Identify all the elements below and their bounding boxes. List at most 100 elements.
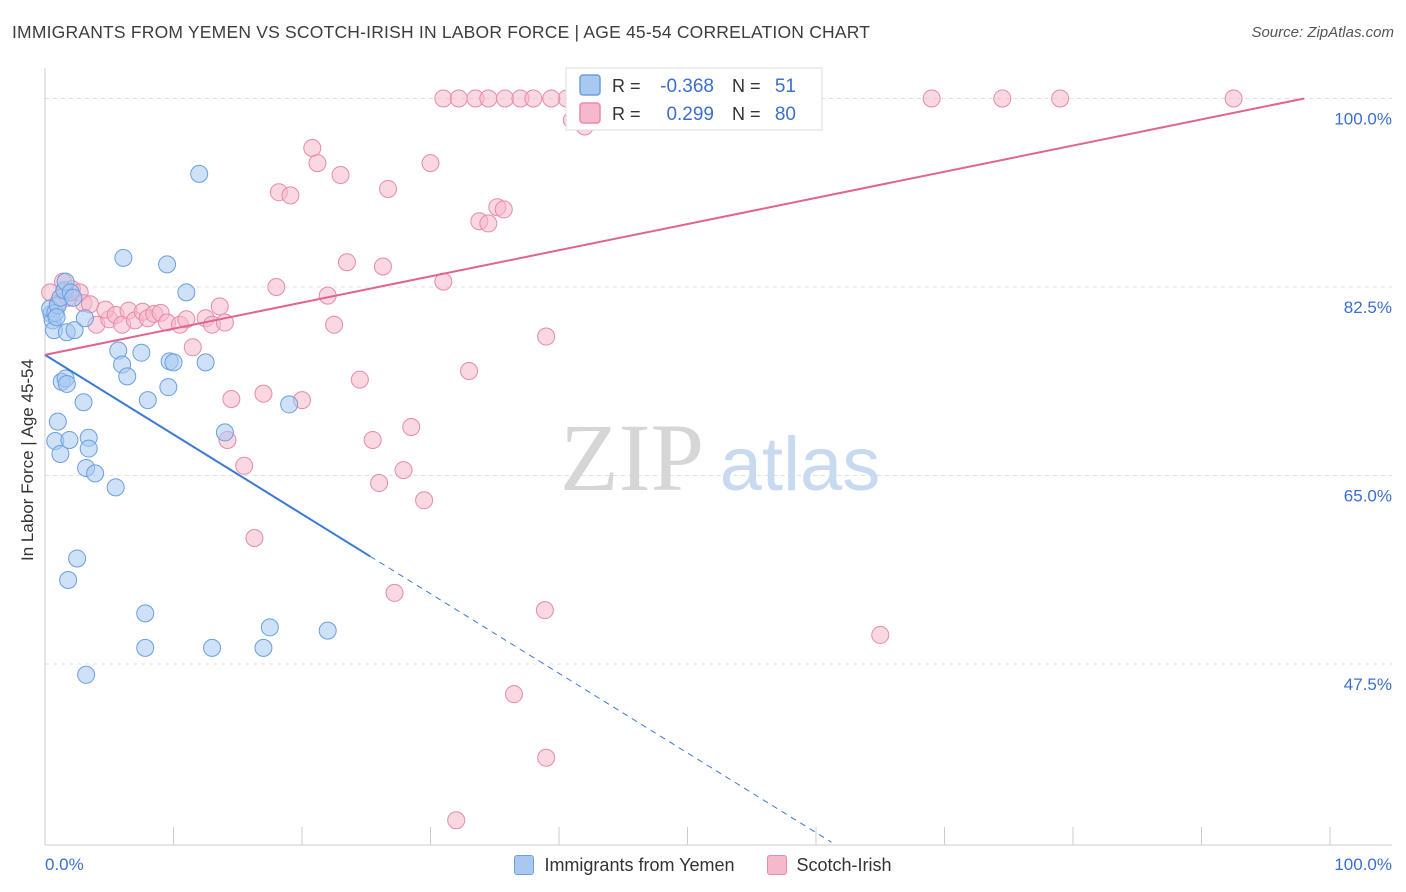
trend-lines [44,97,1305,843]
point-yemen [57,374,76,393]
legend-n-label-2: N = [732,104,761,124]
y-tick-label: 65.0% [1344,487,1392,506]
point-scotch-irish [415,491,434,510]
point-scotch-irish [379,179,398,198]
point-yemen [136,638,155,657]
trend-line-yemen-extension [369,555,832,843]
x-tick-label-max: 100.0% [1334,855,1392,874]
legend-r-label-2: R = [612,104,641,124]
point-scotch-irish [460,362,479,381]
point-scotch-irish [871,625,890,644]
point-scotch-irish [993,89,1012,108]
trend-line-yemen [44,354,371,558]
legend-n-label-1: N = [732,76,761,96]
point-scotch-irish [337,253,356,272]
point-yemen [114,248,133,267]
axes: 100.0% 82.5% 65.0% 47.5% 0.0% 100.0% [44,68,1392,874]
point-yemen [47,308,66,327]
point-yemen [48,412,67,431]
points [41,89,1243,830]
point-yemen [190,164,209,183]
point-yemen [68,549,87,568]
point-scotch-irish [177,310,196,329]
point-scotch-irish [542,89,561,108]
source-label: Source: ZipAtlas.com [1251,24,1394,41]
point-scotch-irish [505,685,524,704]
point-scotch-irish [447,811,466,830]
legend-swatch-scotch-irish [766,855,787,875]
point-scotch-irish [479,89,498,108]
point-yemen [59,570,78,589]
legend-item-yemen: Immigrants from Yemen [514,855,735,876]
legend-n-value-2: 80 [775,104,796,125]
point-yemen [64,288,83,307]
legend-box [565,67,823,131]
point-yemen [215,423,234,442]
legend-bottom: Immigrants from Yemen Scotch-Irish [0,850,1406,880]
point-yemen [118,367,137,386]
point-scotch-irish [303,139,322,158]
legend-swatch-pink [579,102,601,124]
point-scotch-irish [1051,89,1070,108]
point-yemen [65,321,84,340]
point-scotch-irish [496,89,515,108]
point-scotch-irish [434,89,453,108]
point-scotch-irish [245,528,264,547]
legend-swatch-yemen [514,855,535,875]
legend-r-value-1: -0.368 [660,76,714,97]
point-yemen [203,638,222,657]
point-scotch-irish [385,583,404,602]
legend-r-value-2: 0.299 [666,104,714,125]
legend-label-scotch-irish: Scotch-Irish [796,854,892,875]
watermark-atlas: atlas [720,422,881,507]
legend-item-scotch-irish: Scotch-Irish [766,854,892,876]
legend-r-label-1: R = [612,76,641,96]
point-scotch-irish [281,186,300,205]
point-scotch-irish [373,257,392,276]
y-tick-label: 47.5% [1344,675,1392,694]
point-yemen [158,255,177,274]
point-yemen [106,478,125,497]
point-yemen [77,665,96,684]
chart-title: IMMIGRANTS FROM YEMEN VS SCOTCH-IRISH IN… [12,22,871,42]
point-yemen [177,283,196,302]
point-scotch-irish [421,154,440,173]
legend-top: R = -0.368 N = 51 R = 0.299 N = 80 [565,67,823,131]
point-scotch-irish [267,277,286,296]
point-scotch-irish [494,200,513,219]
point-scotch-irish [402,418,421,437]
point-yemen [280,395,299,414]
point-scotch-irish [537,327,556,346]
point-scotch-irish [922,89,941,108]
point-yemen [318,621,337,640]
watermark-zip: ZIP [560,404,704,511]
point-scotch-irish [449,89,468,108]
point-scotch-irish [363,430,382,449]
point-yemen [132,343,151,362]
trend-line-scotch-irish [44,97,1305,356]
y-tick-label: 100.0% [1334,109,1392,128]
point-yemen [138,391,157,410]
point-yemen [254,638,273,657]
point-scotch-irish [537,748,556,767]
point-yemen [86,464,105,483]
legend-n-value-1: 51 [775,76,796,97]
point-yemen [79,439,98,458]
point-scotch-irish [394,461,413,480]
point-yemen [136,604,155,623]
gridlines [45,97,1392,665]
point-scotch-irish [370,474,389,493]
legend-swatch-blue [579,74,601,96]
point-scotch-irish [308,154,327,173]
y-tick-label: 82.5% [1344,298,1392,317]
point-scotch-irish [535,601,554,620]
point-scotch-irish [524,89,543,108]
point-scotch-irish [254,384,273,403]
point-yemen [159,378,178,397]
point-yemen [164,353,183,372]
point-yemen [60,430,79,449]
point-scotch-irish [350,370,369,389]
point-yemen [75,309,94,328]
point-yemen [74,393,93,412]
